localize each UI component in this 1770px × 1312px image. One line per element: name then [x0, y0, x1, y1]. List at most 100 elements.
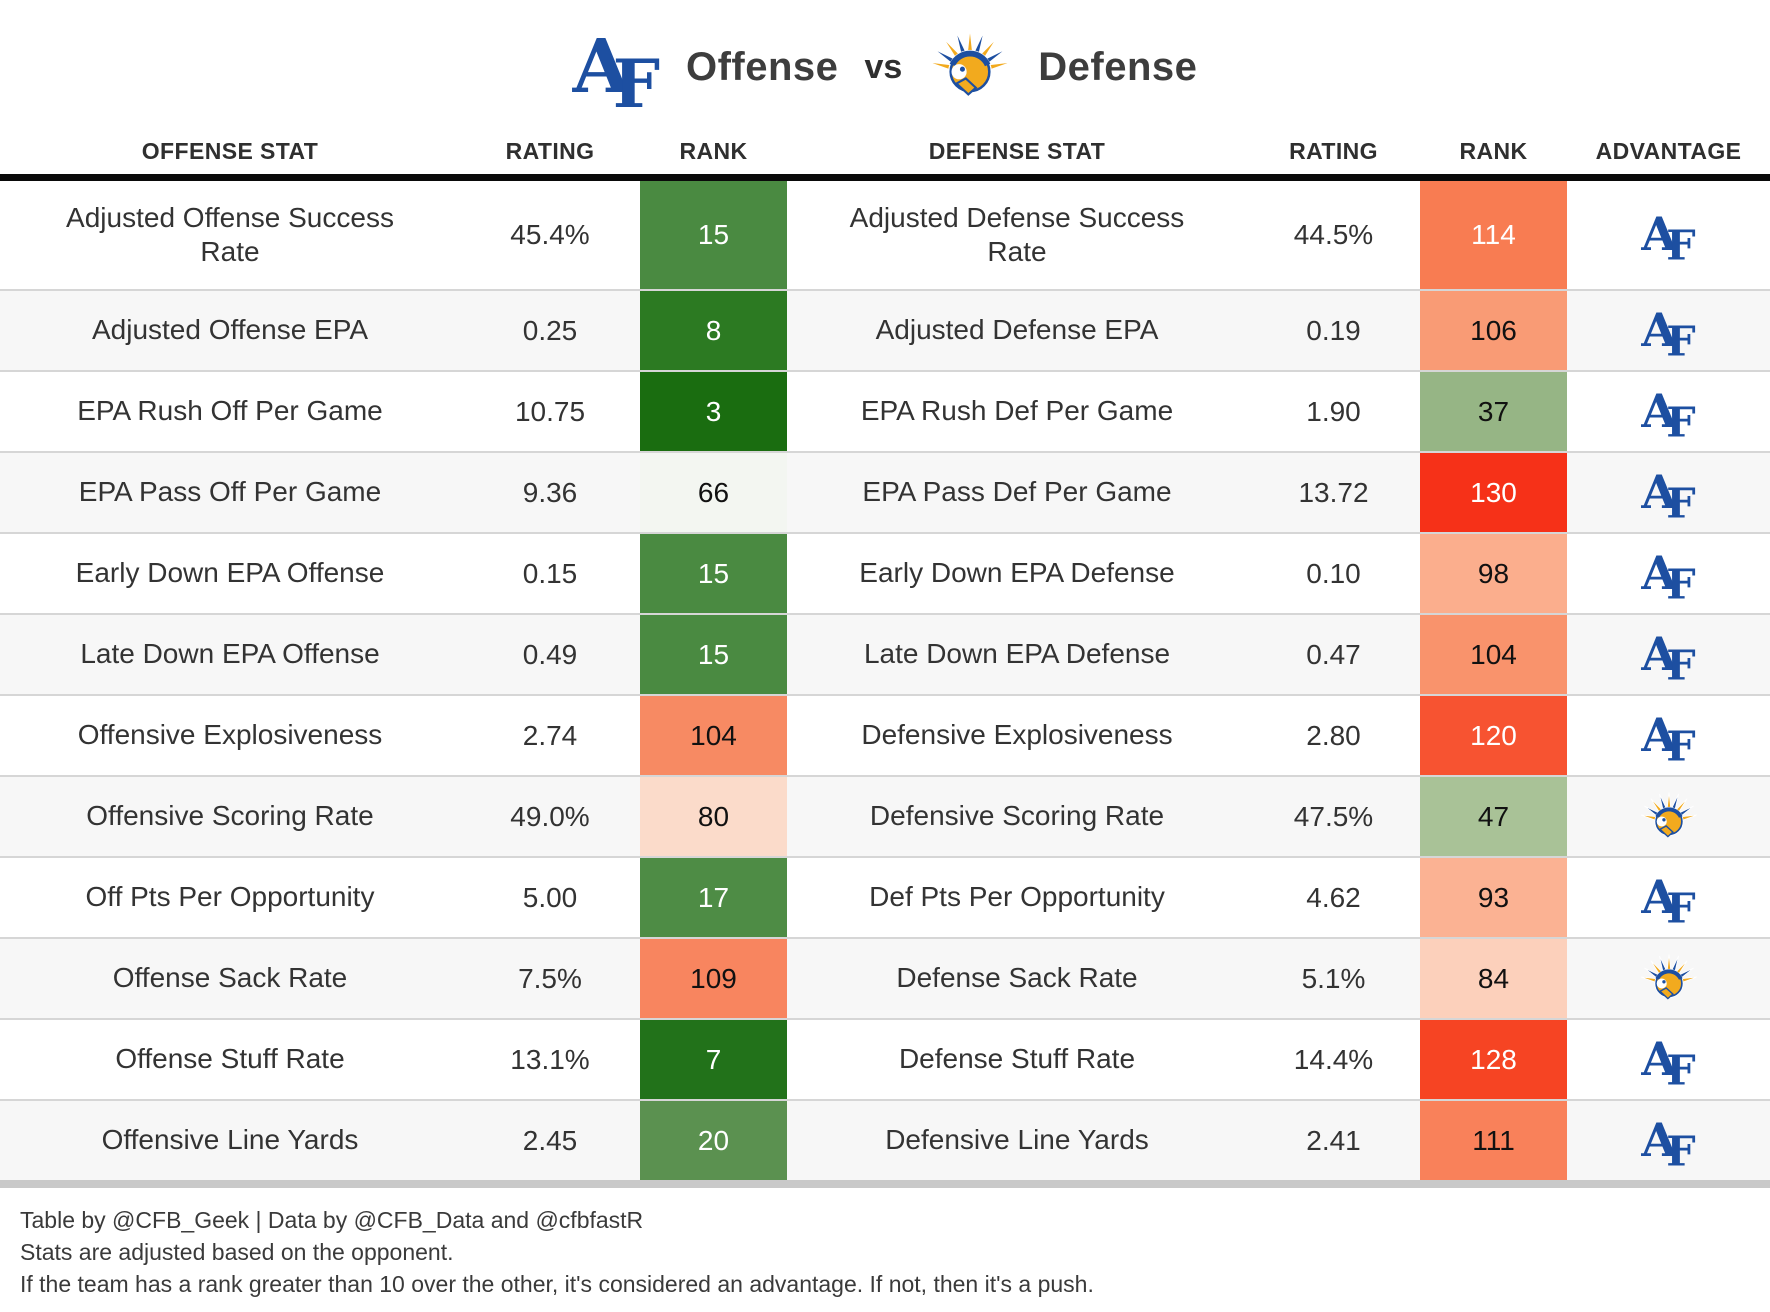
- offense-rank-cell: 3: [640, 372, 787, 451]
- offense-rating-cell: 10.75: [514, 395, 586, 427]
- offense-rank-cell: 20: [640, 1101, 787, 1180]
- defense-stat-cell: EPA Pass Def Per Game: [862, 476, 1172, 508]
- defense-rating-cell: 0.47: [1306, 638, 1361, 670]
- af-letter-f: F: [1666, 478, 1696, 528]
- offense-rating-cell: 9.36: [522, 476, 578, 508]
- defense-rating-cell: 2.41: [1306, 1124, 1361, 1156]
- defense-rank-cell: 106: [1420, 291, 1567, 370]
- table-header-row: OFFENSE STAT RATING RANK DEFENSE STAT RA…: [0, 128, 1770, 174]
- offense-rating-cell: 2.45: [522, 1124, 578, 1156]
- offense-rating-cell: 49.0%: [510, 800, 590, 832]
- offense-rating-cell: 0.25: [522, 314, 578, 346]
- defense-rank-cell: 114: [1420, 181, 1567, 289]
- defense-rating-cell: 1.90: [1306, 395, 1361, 427]
- offense-stat-cell: EPA Pass Off Per Game: [78, 476, 382, 508]
- offense-stat-cell: Offense Stuff Rate: [115, 1043, 345, 1075]
- offense-stat-cell: Offensive Explosiveness: [77, 719, 383, 751]
- sjsu-spartan-logo: [1640, 791, 1697, 838]
- af-letter-f: F: [1666, 559, 1696, 609]
- af-letter-f: F: [1666, 1126, 1696, 1176]
- table-row: Early Down EPA Offense 0.15 15 Early Dow…: [0, 532, 1770, 613]
- defense-stat-cell: Defense Sack Rate: [896, 962, 1138, 994]
- advantage-cell: [1567, 939, 1770, 1018]
- defense-rank-cell: 93: [1420, 858, 1567, 937]
- defense-stat-cell: Def Pts Per Opportunity: [869, 881, 1165, 913]
- defense-stat-cell: Defensive Scoring Rate: [869, 800, 1165, 832]
- af-letter-f: F: [1666, 1045, 1696, 1095]
- offense-rank-cell: 66: [640, 453, 787, 532]
- offense-rating-cell: 13.1%: [510, 1043, 590, 1075]
- defense-stat-cell: Defensive Line Yards: [885, 1124, 1149, 1156]
- defense-rank-cell: 98: [1420, 534, 1567, 613]
- table-body: Adjusted Offense Success Rate 45.4% 15 A…: [0, 181, 1770, 1180]
- defense-rating-cell: 14.4%: [1293, 1043, 1374, 1075]
- sjsu-spartan-logo: [1640, 953, 1697, 1000]
- offense-stat-cell: Adjusted Offense EPA: [91, 314, 369, 346]
- defense-rank-cell: 47: [1420, 777, 1567, 856]
- af-letter-f: F: [612, 43, 660, 123]
- defense-rating-cell: 5.1%: [1301, 962, 1366, 994]
- defense-rank-cell: 111: [1420, 1101, 1567, 1180]
- col-header-defense-stat: DEFENSE STAT: [928, 137, 1106, 164]
- af-letter-a: A: [1641, 626, 1678, 681]
- offense-stat-cell: Early Down EPA Offense: [75, 557, 385, 589]
- footer-note-advantage-rule: If the team has a rank greater than 10 o…: [20, 1271, 1094, 1297]
- table-row: Offensive Scoring Rate 49.0% 80 Defensiv…: [0, 775, 1770, 856]
- offense-rank-cell: 104: [640, 696, 787, 775]
- offense-rating-cell: 7.5%: [518, 962, 582, 994]
- defense-stat-cell: Defensive Explosiveness: [861, 719, 1173, 751]
- af-letter-a: A: [572, 23, 631, 110]
- offense-stat-cell: Adjusted Offense Success Rate: [66, 201, 394, 267]
- table-row: EPA Rush Off Per Game 10.75 3 EPA Rush D…: [0, 370, 1770, 451]
- col-header-defense-rank: RANK: [1459, 137, 1528, 164]
- table-row: Offense Stuff Rate 13.1% 7 Defense Stuff…: [0, 1018, 1770, 1099]
- defense-stat-cell: EPA Rush Def Per Game: [860, 395, 1174, 427]
- header-divider-rule: [0, 174, 1770, 181]
- vs-label: vs: [864, 47, 903, 86]
- af-letter-f: F: [1666, 316, 1696, 366]
- offense-stat-cell: Late Down EPA Offense: [80, 638, 380, 670]
- table-row: Adjusted Offense Success Rate 45.4% 15 A…: [0, 181, 1770, 289]
- defense-stat-cell: Adjusted Defense Success Rate: [849, 201, 1185, 267]
- offense-rating-cell: 5.00: [522, 881, 578, 913]
- defense-rating-cell: 0.10: [1306, 557, 1361, 589]
- af-letter-f: F: [1666, 721, 1696, 771]
- table-row: Late Down EPA Offense 0.49 15 Late Down …: [0, 613, 1770, 694]
- defense-stat-cell: Late Down EPA Defense: [863, 638, 1171, 670]
- defense-stat-cell: Adjusted Defense EPA: [875, 314, 1159, 346]
- table-row: Off Pts Per Opportunity 5.00 17 Def Pts …: [0, 856, 1770, 937]
- offense-rank-cell: 15: [640, 615, 787, 694]
- af-letter-f: F: [1666, 640, 1696, 690]
- af-letter-a: A: [1641, 464, 1678, 519]
- offense-rank-cell: 7: [640, 1020, 787, 1099]
- af-letter-a: A: [1641, 302, 1678, 357]
- defense-rating-cell: 13.72: [1298, 476, 1369, 508]
- defense-rating-cell: 47.5%: [1293, 800, 1374, 832]
- col-header-defense-rating: RATING: [1289, 137, 1378, 164]
- defense-rating-cell: 2.80: [1306, 719, 1361, 751]
- col-header-offense-stat: OFFENSE STAT: [141, 137, 319, 164]
- defense-stat-cell: Defense Stuff Rate: [898, 1043, 1136, 1075]
- offense-stat-cell: EPA Rush Off Per Game: [77, 395, 383, 427]
- offense-stat-cell: Offensive Scoring Rate: [86, 800, 374, 832]
- table-row: Adjusted Offense EPA 0.25 8 Adjusted Def…: [0, 289, 1770, 370]
- footer-note-adjusted: Stats are adjusted based on the opponent…: [20, 1239, 454, 1265]
- defense-rating-cell: 0.19: [1306, 314, 1361, 346]
- offense-rank-cell: 80: [640, 777, 787, 856]
